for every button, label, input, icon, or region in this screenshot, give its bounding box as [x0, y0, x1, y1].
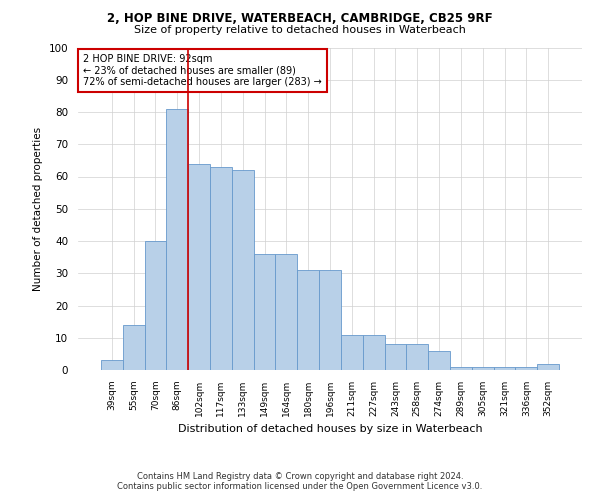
- Bar: [232, 170, 254, 370]
- Bar: [450, 367, 472, 370]
- Text: Size of property relative to detached houses in Waterbeach: Size of property relative to detached ho…: [134, 25, 466, 35]
- Text: 2 HOP BINE DRIVE: 92sqm
← 23% of detached houses are smaller (89)
72% of semi-de: 2 HOP BINE DRIVE: 92sqm ← 23% of detache…: [83, 54, 322, 87]
- Text: Contains HM Land Registry data © Crown copyright and database right 2024.
Contai: Contains HM Land Registry data © Crown c…: [118, 472, 482, 491]
- Bar: [145, 241, 166, 370]
- Bar: [428, 350, 450, 370]
- Bar: [472, 367, 494, 370]
- X-axis label: Distribution of detached houses by size in Waterbeach: Distribution of detached houses by size …: [178, 424, 482, 434]
- Bar: [101, 360, 123, 370]
- Text: 2, HOP BINE DRIVE, WATERBEACH, CAMBRIDGE, CB25 9RF: 2, HOP BINE DRIVE, WATERBEACH, CAMBRIDGE…: [107, 12, 493, 26]
- Bar: [210, 167, 232, 370]
- Bar: [363, 334, 385, 370]
- Bar: [319, 270, 341, 370]
- Bar: [254, 254, 275, 370]
- Bar: [537, 364, 559, 370]
- Bar: [515, 367, 537, 370]
- Bar: [297, 270, 319, 370]
- Y-axis label: Number of detached properties: Number of detached properties: [33, 126, 43, 291]
- Bar: [385, 344, 406, 370]
- Bar: [188, 164, 210, 370]
- Bar: [166, 109, 188, 370]
- Bar: [406, 344, 428, 370]
- Bar: [341, 334, 363, 370]
- Bar: [275, 254, 297, 370]
- Bar: [123, 325, 145, 370]
- Bar: [494, 367, 515, 370]
